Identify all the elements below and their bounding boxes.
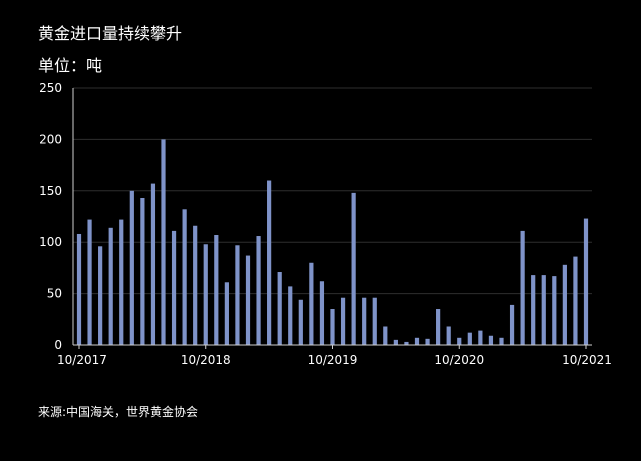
bar bbox=[372, 297, 377, 345]
source-note: 来源:中国海关，世界黄金协会 bbox=[38, 405, 199, 419]
bar bbox=[98, 246, 103, 345]
bar bbox=[288, 286, 293, 345]
bar bbox=[277, 272, 282, 345]
bar bbox=[267, 180, 272, 345]
bar bbox=[108, 227, 113, 345]
bar bbox=[298, 299, 303, 345]
bar bbox=[573, 256, 578, 345]
bar bbox=[446, 326, 451, 345]
bar bbox=[129, 190, 134, 345]
bar bbox=[140, 198, 145, 345]
y-tick-label: 200 bbox=[39, 132, 62, 146]
bar bbox=[531, 275, 536, 345]
y-tick-label: 150 bbox=[39, 184, 62, 198]
bar bbox=[330, 309, 335, 345]
bars bbox=[76, 139, 589, 345]
bar bbox=[119, 219, 124, 345]
bar bbox=[319, 281, 325, 345]
bar bbox=[499, 337, 504, 345]
bar bbox=[562, 264, 567, 345]
bar bbox=[520, 230, 525, 345]
bar bbox=[256, 236, 261, 345]
bar bbox=[351, 192, 356, 345]
bar bbox=[509, 304, 515, 345]
y-tick-label: 50 bbox=[47, 287, 62, 301]
bar bbox=[488, 335, 494, 345]
bar bbox=[362, 297, 367, 345]
axes bbox=[72, 88, 592, 349]
bar bbox=[340, 297, 346, 345]
x-tick-label: 10/2020 bbox=[434, 353, 484, 367]
bar bbox=[245, 255, 251, 345]
unit-label: 单位：吨 bbox=[38, 56, 103, 75]
x-tick-label: 10/2019 bbox=[308, 353, 358, 367]
bar bbox=[309, 262, 314, 345]
gridlines bbox=[73, 87, 592, 295]
bar bbox=[457, 337, 462, 345]
bar bbox=[478, 330, 483, 345]
bar bbox=[467, 332, 472, 345]
y-tick-label: 100 bbox=[39, 235, 62, 249]
bar bbox=[87, 219, 92, 345]
bar bbox=[425, 338, 430, 345]
bar bbox=[404, 341, 409, 345]
bar bbox=[203, 244, 208, 345]
bar bbox=[552, 276, 557, 345]
y-axis-labels: 0 50 100 150 200 250 bbox=[39, 81, 62, 352]
bar bbox=[436, 309, 441, 345]
bar bbox=[193, 225, 198, 345]
bar bbox=[583, 218, 589, 345]
bar bbox=[224, 282, 229, 345]
bar bbox=[414, 337, 420, 345]
bar bbox=[383, 326, 388, 345]
x-axis-labels: 10/2017 10/2018 10/2019 10/2020 10/2021 bbox=[57, 353, 612, 367]
x-tick-label: 10/2021 bbox=[562, 353, 612, 367]
bar bbox=[182, 209, 187, 345]
bar bbox=[76, 233, 82, 345]
bar bbox=[214, 235, 219, 345]
bar bbox=[171, 230, 177, 345]
bar bbox=[541, 275, 546, 345]
bar bbox=[150, 183, 156, 345]
bar bbox=[235, 245, 240, 345]
y-tick-label: 0 bbox=[54, 338, 62, 352]
chart-title: 黄金进口量持续攀升 bbox=[38, 24, 183, 43]
bar bbox=[161, 139, 166, 345]
bar bbox=[393, 339, 398, 345]
x-tick-label: 10/2018 bbox=[181, 353, 231, 367]
y-tick-label: 250 bbox=[39, 81, 62, 95]
x-tick-label: 10/2017 bbox=[57, 353, 107, 367]
